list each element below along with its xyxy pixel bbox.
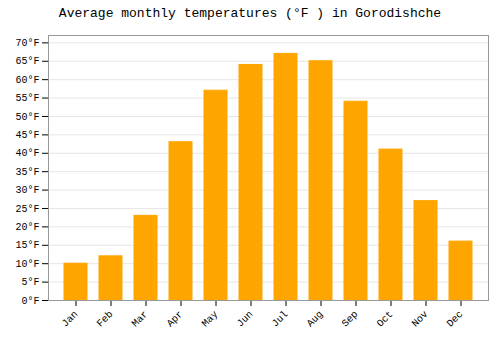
svg-text:10°F: 10°F xyxy=(15,259,39,270)
svg-text:Feb: Feb xyxy=(95,309,116,330)
svg-text:35°F: 35°F xyxy=(15,167,39,178)
svg-text:20°F: 20°F xyxy=(15,222,39,233)
svg-text:70°F: 70°F xyxy=(15,38,39,49)
svg-text:Jan: Jan xyxy=(60,309,81,330)
svg-text:Aug: Aug xyxy=(305,309,326,330)
svg-text:30°F: 30°F xyxy=(15,185,39,196)
svg-text:50°F: 50°F xyxy=(15,112,39,123)
svg-text:May: May xyxy=(200,309,221,330)
svg-text:Nov: Nov xyxy=(410,309,431,330)
svg-text:60°F: 60°F xyxy=(15,75,39,86)
svg-text:15°F: 15°F xyxy=(15,240,39,251)
svg-text:40°F: 40°F xyxy=(15,148,39,159)
svg-text:Dec: Dec xyxy=(445,309,466,330)
svg-text:45°F: 45°F xyxy=(15,130,39,141)
svg-text:5°F: 5°F xyxy=(21,277,39,288)
svg-text:Mar: Mar xyxy=(130,309,151,330)
svg-text:Sep: Sep xyxy=(340,309,361,330)
svg-text:25°F: 25°F xyxy=(15,204,39,215)
svg-text:55°F: 55°F xyxy=(15,93,39,104)
svg-text:0°F: 0°F xyxy=(21,296,39,307)
svg-text:Jun: Jun xyxy=(235,309,256,330)
svg-text:Oct: Oct xyxy=(375,309,396,330)
svg-text:Apr: Apr xyxy=(165,309,186,330)
html-text:Average monthly temperatures (: Average monthly temperatures (°F ) in Go… xyxy=(58,6,442,21)
svg-text:Jul: Jul xyxy=(270,309,291,330)
svg-text:65°F: 65°F xyxy=(15,56,39,67)
